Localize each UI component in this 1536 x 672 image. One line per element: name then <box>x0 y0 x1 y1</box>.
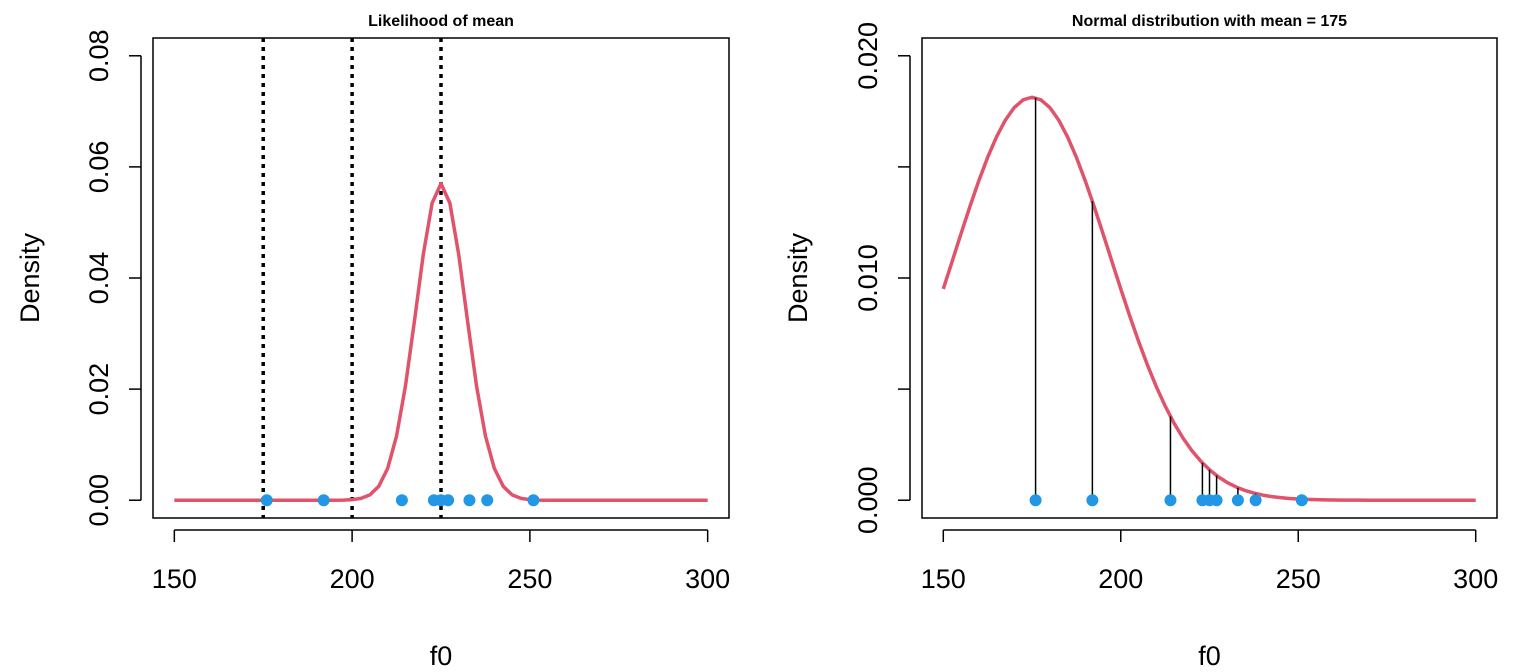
x-axis-title: f0 <box>430 641 453 671</box>
data-point <box>481 494 494 507</box>
x-tick-label: 250 <box>1276 564 1321 594</box>
y-axis: 0.000 0.010 0.020 <box>853 22 911 534</box>
y-tick-label: 0.02 <box>84 363 114 416</box>
data-point <box>1231 494 1244 507</box>
data-point <box>395 494 408 507</box>
y-tick-label: 0.00 <box>84 474 114 527</box>
density-curve <box>941 95 1476 502</box>
likelihood-panel: Likelihood of mean f0 Density 150 200 250 3… <box>15 13 730 671</box>
data-point <box>1086 494 1099 507</box>
x-tick-label: 300 <box>685 564 730 594</box>
x-tick-label: 200 <box>330 564 375 594</box>
y-tick-label: 0.06 <box>84 141 114 194</box>
data-point <box>260 494 273 507</box>
data-point <box>1164 494 1177 507</box>
x-tick-label: 300 <box>1453 564 1498 594</box>
x-tick-label: 200 <box>1098 564 1143 594</box>
data-point <box>442 494 455 507</box>
data-point <box>1210 494 1223 507</box>
x-tick-label: 150 <box>152 564 197 594</box>
y-tick-label: 0.08 <box>84 29 114 82</box>
data-point <box>1249 494 1262 507</box>
y-tick-label: 0.010 <box>853 244 883 312</box>
normal-distribution-panel: Normal distribution with mean = 175 f0 D… <box>783 13 1498 671</box>
y-axis-title: Density <box>783 232 813 323</box>
x-axis: 150 200 250 300 <box>921 529 1498 594</box>
data-point <box>463 494 476 507</box>
x-tick-label: 250 <box>507 564 552 594</box>
y-tick-label: 0.020 <box>853 22 883 90</box>
y-tick-label: 0.04 <box>84 252 114 305</box>
plot-frame <box>921 37 1498 519</box>
x-tick-label: 150 <box>921 564 966 594</box>
x-axis-title: f0 <box>1198 641 1221 671</box>
y-axis-title: Density <box>15 232 45 323</box>
y-tick-label: 0.000 <box>853 466 883 534</box>
y-axis: 0.00 0.02 0.04 0.06 0.08 <box>84 29 142 527</box>
data-point <box>1029 494 1042 507</box>
data-point <box>1295 494 1308 507</box>
x-axis: 150 200 250 300 <box>152 529 730 594</box>
plot-title: Likelihood of mean <box>368 13 514 30</box>
data-point <box>527 494 540 507</box>
plot-title: Normal distribution with mean = 175 <box>1072 13 1347 30</box>
data-point <box>317 494 330 507</box>
